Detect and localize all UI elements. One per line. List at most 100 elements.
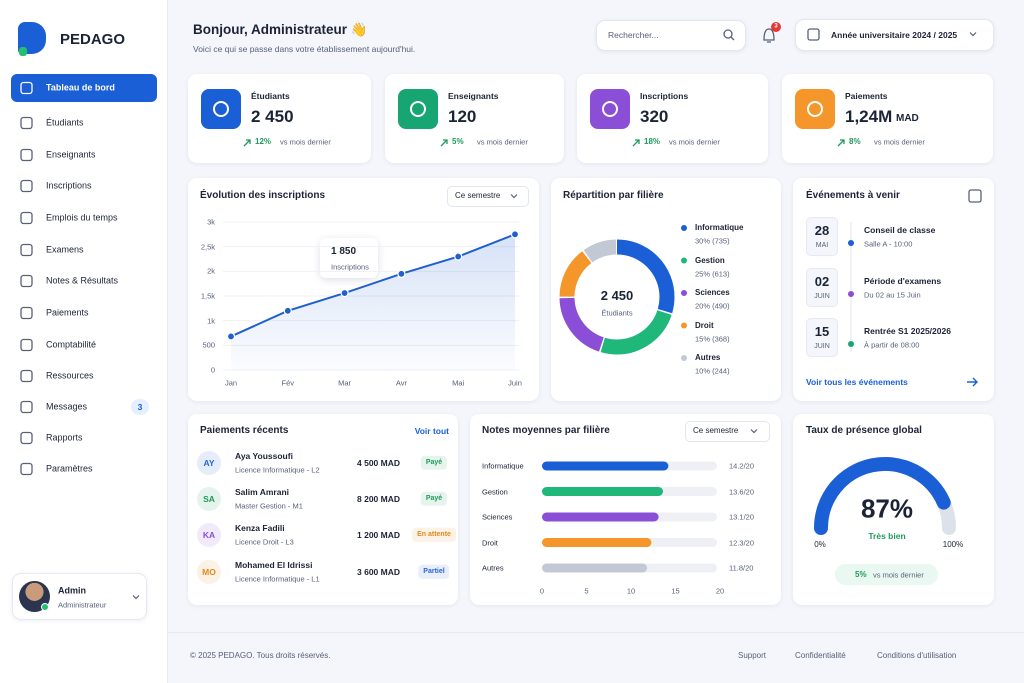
event-title: Rentrée S1 2025/2026 <box>864 325 951 336</box>
x-tick-label: 15 <box>671 586 680 596</box>
event-day: 02 <box>814 274 830 290</box>
nav-item[interactable]: Messages <box>46 401 88 412</box>
bell-icon <box>763 28 775 43</box>
payer-name: Salim Amrani <box>235 486 290 497</box>
bar-category: Informatique <box>482 461 524 471</box>
gauge-value-label: 87% <box>860 493 914 524</box>
y-tick-label: 1k <box>207 316 215 326</box>
search-placeholder[interactable]: Rechercher... <box>608 29 659 40</box>
active-nav-bg[interactable] <box>11 74 157 102</box>
distribution-card <box>551 178 781 401</box>
nav-item[interactable]: Enseignants <box>46 149 96 160</box>
avatar-initials: KA <box>202 529 216 540</box>
event-title: Conseil de classe <box>864 224 936 235</box>
kpi-note: vs mois dernier <box>874 137 925 147</box>
footer-link[interactable]: Conditions d'utilisation <box>877 651 957 661</box>
x-tick-label: 20 <box>715 586 725 596</box>
y-tick-label: 0 <box>210 365 215 375</box>
tooltip-value: 1 850 <box>331 246 357 257</box>
year-selector[interactable] <box>795 19 994 51</box>
legend-label: Sciences <box>695 288 730 298</box>
card-title: Événements à venir <box>806 190 900 201</box>
footer-copyright: © 2025 PEDAGO. Tous droits réservés. <box>190 651 331 661</box>
kpi-label: Inscriptions <box>640 90 689 101</box>
payer-name: Aya Youssoufi <box>235 450 293 461</box>
kpi-icon <box>590 89 630 129</box>
y-tick-label: 2k <box>207 266 215 276</box>
bar-value-label: 14.2/20 <box>729 461 755 471</box>
payer-name: Kenza Fadili <box>235 522 285 533</box>
kpi-label: Paiements <box>845 90 888 101</box>
x-tick-label: Mai <box>452 378 465 388</box>
nav-item[interactable]: Examens <box>46 244 84 255</box>
legend-label: Autres <box>695 353 721 363</box>
kpi-change: 8% <box>849 137 861 147</box>
payer-program: Master Gestion - M1 <box>235 501 303 511</box>
bar-category: Droit <box>482 538 498 547</box>
x-tick-label: 0 <box>539 586 545 596</box>
payment-status: En attente <box>412 527 456 543</box>
tooltip-label: Inscriptions <box>331 262 369 272</box>
logo-dot <box>19 47 27 56</box>
y-tick-label: 3k <box>207 217 215 227</box>
nav-item[interactable]: Étudiants <box>46 117 84 128</box>
events-link[interactable]: Voir tous les événements <box>806 376 908 387</box>
period-label[interactable]: Ce semestre <box>455 191 501 201</box>
kpi-value: 2 450 <box>251 106 294 126</box>
payment-amount: 1 200 MAD <box>357 529 400 540</box>
y-tick-label: 500 <box>202 340 215 350</box>
event-month: MAI <box>815 241 829 249</box>
card-title: Taux de présence global <box>806 425 922 436</box>
period-dropdown[interactable] <box>685 421 770 442</box>
nav-item[interactable]: Notes & Résultats <box>46 275 119 286</box>
nav-item[interactable]: Paiements <box>46 307 89 318</box>
kpi-change: 18% <box>644 137 661 147</box>
payment-status: Payé <box>420 455 448 471</box>
event-day: 15 <box>814 324 830 340</box>
enrollment-card <box>188 178 539 401</box>
nav-badge <box>131 399 149 415</box>
legend-label: Informatique <box>695 223 744 233</box>
user-name[interactable]: Admin <box>58 585 86 596</box>
card-title: Paiements récents <box>200 425 289 436</box>
payment-amount: 4 500 MAD <box>357 457 400 468</box>
subtitle: Voici ce qui se passe dans votre établis… <box>193 43 416 54</box>
nav-item[interactable]: Rapports <box>46 432 83 443</box>
x-tick-label: Avr <box>395 378 407 388</box>
nav-item[interactable]: Tableau de bord <box>46 82 115 93</box>
nav-item[interactable]: Inscriptions <box>46 180 92 191</box>
chart-title: Notes moyennes par filière <box>482 425 610 436</box>
kpi-value: 1,24M <box>845 106 893 126</box>
period-dropdown[interactable] <box>447 186 529 207</box>
bar-category: Sciences <box>482 512 513 522</box>
bar-category: Autres <box>482 563 504 573</box>
user-role: Administrateur <box>58 600 107 610</box>
academic-year[interactable]: Année universitaire 2024 / 2025 <box>831 29 958 40</box>
date-box <box>806 318 838 357</box>
y-tick-label: 2,5k <box>200 242 215 252</box>
footer-link[interactable]: Support <box>738 651 767 661</box>
payment-amount: 8 200 MAD <box>357 493 400 504</box>
card-link[interactable]: Voir tout <box>414 425 449 436</box>
payment-amount: 3 600 MAD <box>357 566 400 577</box>
nav-item[interactable]: Comptabilité <box>46 339 97 350</box>
date-box <box>806 268 838 307</box>
nav-item[interactable]: Paramètres <box>46 463 93 474</box>
chart-title: Évolution des inscriptions <box>200 190 326 201</box>
payment-status: Partiel <box>418 564 450 580</box>
x-tick-label: Juin <box>508 378 522 388</box>
x-tick-label: 5 <box>584 586 589 596</box>
search-box[interactable] <box>596 20 746 51</box>
payer-program: Licence Droit - L3 <box>235 537 294 547</box>
nav-item[interactable]: Emplois du temps <box>46 212 118 223</box>
legend-value: 15% (368) <box>695 334 730 343</box>
period-label[interactable]: Ce semestre <box>693 426 739 436</box>
avatar <box>197 487 221 511</box>
nav-item[interactable]: Ressources <box>46 370 94 381</box>
nav-badge-count: 3 <box>137 401 143 412</box>
kpi-icon <box>398 89 438 129</box>
avatar-initials: AY <box>203 457 215 468</box>
footer-link[interactable]: Confidentialité <box>795 651 846 661</box>
gauge-min-label: 0% <box>814 540 826 550</box>
payment-status: Payé <box>420 491 448 507</box>
